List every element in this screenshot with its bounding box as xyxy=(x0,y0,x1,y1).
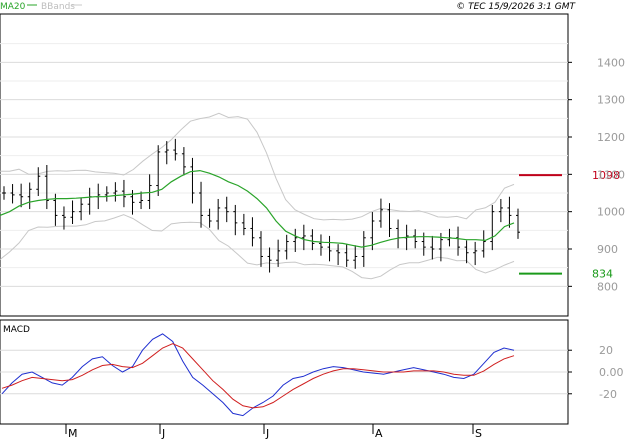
level-lines: 1098 834 xyxy=(519,169,620,281)
x-tick-label: S xyxy=(475,427,482,440)
price-bars xyxy=(2,138,520,273)
y-tick-label: 1000 xyxy=(597,206,625,219)
price-grid xyxy=(0,43,568,287)
bollinger-bands xyxy=(0,112,515,280)
y-tick-label: 900 xyxy=(597,243,618,256)
y-tick-label: 1300 xyxy=(597,94,625,107)
x-tick-label: J xyxy=(265,427,269,440)
y-tick-label: 1400 xyxy=(597,56,625,69)
ma20-path xyxy=(0,169,515,248)
y-tick-label: 800 xyxy=(597,280,618,293)
bbands-legend: BBands xyxy=(41,2,75,12)
level-label: 834 xyxy=(592,268,613,281)
ma-legend: MA20 xyxy=(0,2,26,12)
x-tick-label: M xyxy=(68,427,78,440)
bband-lower xyxy=(0,214,515,280)
macd-grid xyxy=(0,349,568,395)
macd-tick-label: -20 xyxy=(599,388,617,401)
ma20-line xyxy=(0,169,515,248)
macd-y-ticks: 20 0.00 -20 xyxy=(568,344,624,401)
bband-upper xyxy=(0,112,515,221)
signal-line xyxy=(1,343,515,409)
y-tick-label: 1100 xyxy=(597,168,625,181)
price-panel-frame xyxy=(0,13,569,317)
x-tick-label: A xyxy=(375,427,383,440)
copyright-text: © TEC 15/9/2026 3:1 GMT xyxy=(456,2,576,12)
macd-title: MACD xyxy=(3,325,30,335)
macd-tick-label: 0.00 xyxy=(599,366,624,379)
macd-tick-label: 20 xyxy=(599,344,613,357)
y-tick-label: 1200 xyxy=(597,131,625,144)
macd-lines xyxy=(1,333,515,417)
price-y-ticks: 800 900 1000 1100 1200 1300 1400 xyxy=(568,56,625,293)
level-label: 1098 xyxy=(592,169,620,182)
x-tick-label: J xyxy=(161,427,165,440)
